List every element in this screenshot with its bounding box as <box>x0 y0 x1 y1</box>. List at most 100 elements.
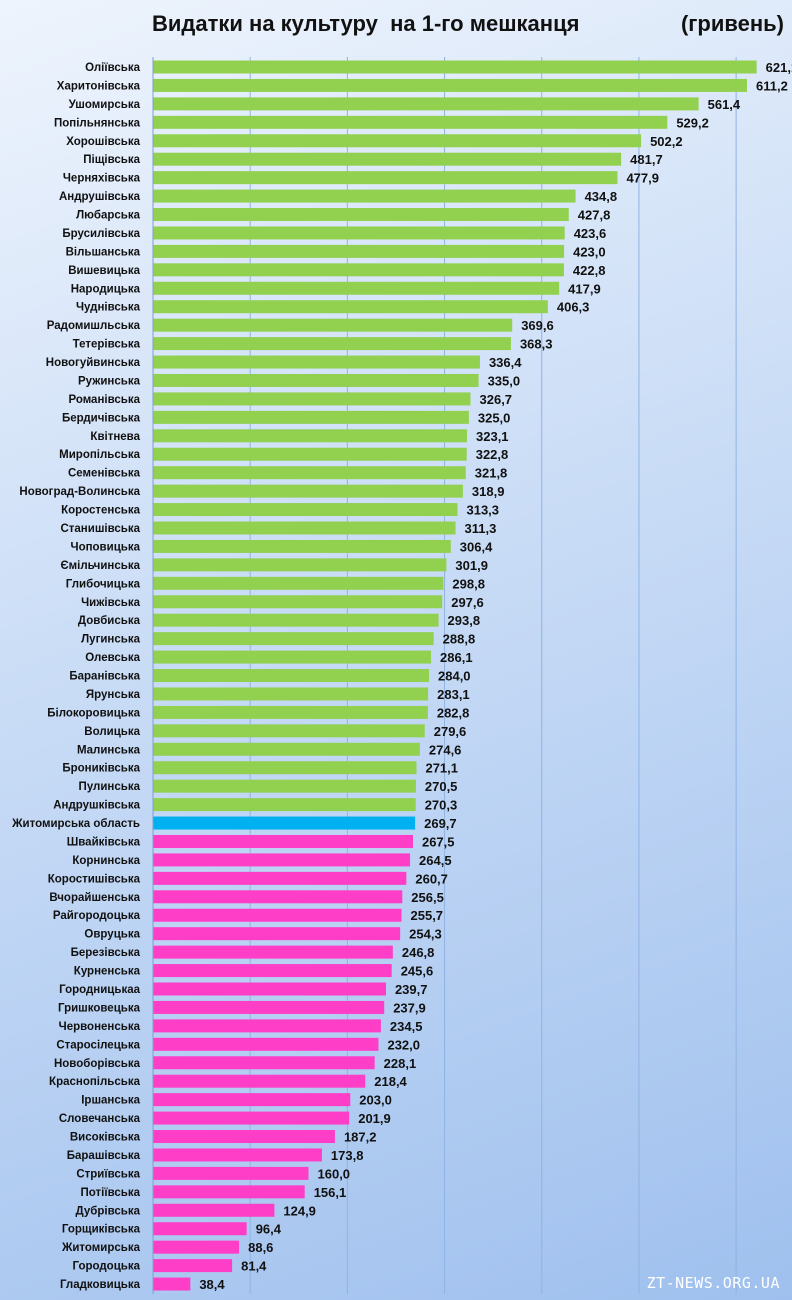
data-label: 254,3 <box>409 927 442 942</box>
category-label: Городницькаа <box>59 984 140 996</box>
bar <box>153 244 565 258</box>
data-label: 264,5 <box>419 853 452 868</box>
bar <box>153 466 466 480</box>
category-label: Попільнянська <box>54 117 141 129</box>
category-label: Старосілецька <box>56 1039 140 1051</box>
data-label: 369,6 <box>521 318 554 333</box>
bar <box>153 208 569 222</box>
bar <box>153 1074 366 1088</box>
category-label: Довбиська <box>78 615 141 627</box>
data-label: 269,7 <box>424 816 457 831</box>
data-label: 245,6 <box>401 964 434 979</box>
data-label: 481,7 <box>630 152 663 167</box>
bar <box>153 964 392 978</box>
bar <box>153 226 565 240</box>
data-label: 234,5 <box>390 1019 423 1034</box>
category-label: Березівська <box>71 947 141 959</box>
bar <box>153 503 458 517</box>
bar <box>153 152 622 166</box>
bar <box>153 834 413 848</box>
category-label: Малинська <box>77 744 141 756</box>
category-label: Райгородоцька <box>53 910 141 922</box>
data-label: 270,3 <box>425 798 458 813</box>
category-label: Чижівська <box>81 597 141 609</box>
bar <box>153 927 401 941</box>
category-label: Вишевицька <box>68 265 140 277</box>
category-label: Брусилівська <box>62 228 140 240</box>
category-label: Новогуйвинська <box>46 357 141 369</box>
bar <box>153 60 757 74</box>
category-label: Ємільчинська <box>60 560 140 572</box>
chart-title: Видатки на культуру на 1-го мешканця (гр… <box>0 8 792 42</box>
bar <box>153 1222 247 1236</box>
category-label: Бердичівська <box>62 412 141 424</box>
data-label: 173,8 <box>331 1148 364 1163</box>
data-label: 293,8 <box>448 613 481 628</box>
data-label: 502,2 <box>650 134 683 149</box>
bar <box>153 761 417 775</box>
category-label: Курненська <box>74 966 141 978</box>
category-label: Радомишльська <box>47 320 141 332</box>
bar <box>153 115 668 129</box>
bar <box>153 853 411 867</box>
data-label: 279,6 <box>434 724 467 739</box>
category-label: Барашівська <box>67 1150 141 1162</box>
data-label: 284,0 <box>438 669 471 684</box>
data-label: 326,7 <box>480 392 513 407</box>
bar <box>153 742 420 756</box>
category-label: Ярунська <box>86 689 141 701</box>
category-label: Піщівська <box>83 154 140 166</box>
category-label: Овруцька <box>84 929 140 941</box>
data-label: 239,7 <box>395 982 428 997</box>
data-label: 335,0 <box>488 373 521 388</box>
data-label: 203,0 <box>359 1093 392 1108</box>
category-label: Житомирська <box>61 1242 141 1254</box>
category-label: Харитонівська <box>57 80 141 92</box>
bar <box>153 982 386 996</box>
bar <box>153 281 560 295</box>
category-label: Високівська <box>70 1132 141 1144</box>
bar <box>153 447 467 461</box>
data-label: 255,7 <box>411 908 444 923</box>
data-label: 96,4 <box>256 1222 282 1237</box>
bar <box>153 429 468 443</box>
bar <box>153 373 479 387</box>
bar <box>153 1093 351 1107</box>
data-label: 124,9 <box>283 1203 316 1218</box>
bar <box>153 189 576 203</box>
category-label: Андрушківська <box>53 800 140 812</box>
bar <box>153 134 642 148</box>
category-label: Брониківська <box>62 763 140 775</box>
bar <box>153 650 432 664</box>
bar <box>153 871 407 885</box>
category-label: Баранівська <box>69 671 140 683</box>
data-label: 232,0 <box>387 1037 420 1052</box>
data-label: 282,8 <box>437 705 470 720</box>
data-label: 318,9 <box>472 484 505 499</box>
bar <box>153 1185 305 1199</box>
bar <box>153 779 416 793</box>
category-label: Коростенська <box>61 505 141 517</box>
category-label: Любарська <box>76 210 140 222</box>
data-label: 228,1 <box>384 1056 417 1071</box>
data-label: 218,4 <box>374 1074 407 1089</box>
data-label: 368,3 <box>520 337 553 352</box>
category-label: Іршанська <box>81 1095 140 1107</box>
category-label: Олевська <box>85 652 140 664</box>
bar <box>153 576 444 590</box>
bar <box>153 539 451 553</box>
bar <box>153 1056 375 1070</box>
category-label: Народицька <box>71 283 141 295</box>
data-label: 246,8 <box>402 945 435 960</box>
data-label: 406,3 <box>557 300 590 315</box>
bar <box>153 521 456 535</box>
bar <box>153 337 511 351</box>
bar <box>153 890 403 904</box>
data-label: 621,1 <box>766 60 792 75</box>
data-label: 321,8 <box>475 466 508 481</box>
bar <box>153 1259 233 1273</box>
data-label: 611,2 <box>756 78 788 93</box>
data-label: 270,5 <box>425 779 458 794</box>
category-label: Чуднівська <box>76 302 141 314</box>
